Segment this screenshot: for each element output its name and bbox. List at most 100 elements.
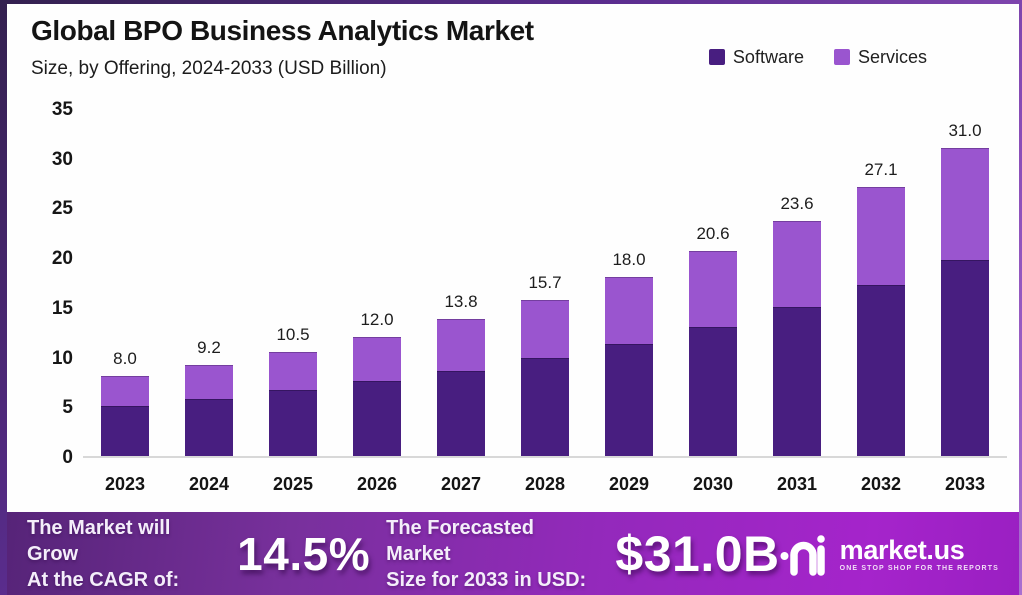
bar-segment-software — [101, 406, 149, 456]
bar-segment-software — [521, 357, 569, 456]
bar-segment-services — [521, 299, 569, 358]
header-text-block: Global BPO Business Analytics Market Siz… — [31, 14, 534, 82]
bar-column-2030: 20.6 — [680, 224, 746, 456]
bar-column-2026: 12.0 — [344, 310, 410, 456]
bar-total-label: 8.0 — [113, 349, 137, 369]
chart-header: Global BPO Business Analytics Market Siz… — [7, 4, 1019, 82]
stacked-bar — [185, 364, 233, 456]
bar-column-2023: 8.0 — [92, 349, 158, 456]
x-axis-labels: 2023 2024 2025 2026 2027 2028 2029 2030 2031 2032… — [83, 458, 1007, 495]
y-tick-label: 5 — [62, 397, 73, 419]
x-axis-label: 2032 — [860, 474, 902, 494]
bar-segment-software — [437, 370, 485, 456]
bar-column-2031: 23.6 — [764, 194, 830, 456]
bar-segment-services — [101, 376, 149, 407]
bar-segment-services — [857, 186, 905, 285]
bar-segment-services — [353, 336, 401, 382]
bar-total-label: 10.5 — [276, 324, 310, 344]
stacked-bar — [857, 186, 905, 456]
stacked-bar — [605, 277, 653, 456]
brand-name: market.us — [839, 534, 965, 565]
bar-total-label: 31.0 — [948, 120, 982, 140]
bar-total-label: 13.8 — [444, 291, 478, 311]
bar-segment-services — [185, 364, 233, 400]
bar-column-2032: 27.1 — [848, 160, 914, 456]
bar-segment-services — [269, 351, 317, 391]
software-swatch-icon — [708, 49, 725, 65]
x-axis-label: 2030 — [692, 474, 734, 494]
chart-area: 0 5 10 15 20 25 30 35 8.0 9.2 10.5 12.0 13.8 15.7 18.… — [7, 99, 1019, 495]
services-swatch-icon — [833, 49, 850, 65]
bar-column-2024: 9.2 — [176, 338, 242, 456]
stacked-bar — [269, 351, 317, 456]
bar-segment-software — [353, 381, 401, 456]
bar-column-2025: 10.5 — [260, 325, 326, 456]
y-tick-label: 10 — [51, 347, 73, 369]
cagr-label: The Market will Grow At the CAGR of: — [27, 515, 219, 593]
legend-item-software: Software — [708, 46, 804, 68]
bar-total-label: 23.6 — [780, 194, 814, 214]
bar-column-2033: 31.0 — [932, 121, 998, 456]
legend-item-services: Services — [833, 46, 927, 68]
bar-segment-services — [605, 277, 653, 344]
bar-segment-software — [605, 343, 653, 456]
chart-title: Global BPO Business Analytics Market — [31, 15, 534, 46]
brand-tagline: ONE STOP SHOP FOR THE REPORTS — [839, 564, 999, 572]
x-axis-label: 2029 — [608, 474, 650, 494]
y-tick-label: 15 — [51, 297, 73, 319]
cagr-label-line2: At the CAGR of: — [27, 568, 180, 591]
bar-total-label: 15.7 — [528, 272, 562, 292]
bar-segment-software — [185, 399, 233, 456]
x-axis-label: 2028 — [524, 474, 566, 494]
footer-banner: The Market will Grow At the CAGR of: 14.… — [7, 512, 1019, 595]
bar-segment-services — [773, 221, 821, 307]
bar-total-label: 20.6 — [696, 224, 730, 244]
bar-segment-software — [773, 306, 821, 456]
stacked-bar — [101, 376, 149, 456]
x-axis-label: 2025 — [272, 474, 314, 494]
bar-segment-services — [437, 318, 485, 371]
x-axis-label: 2026 — [356, 474, 398, 494]
legend-label-software: Software — [732, 46, 804, 67]
cagr-value: 14.5% — [237, 527, 371, 580]
forecast-label-line1: The Forecasted Market — [386, 516, 534, 565]
x-axis-label: 2031 — [776, 474, 818, 494]
bar-segment-software — [857, 284, 905, 456]
bar-total-label: 18.0 — [612, 250, 646, 270]
y-tick-label: 35 — [51, 99, 73, 120]
bar-segment-software — [689, 326, 737, 456]
brand-logo: market.us ONE STOP SHOP FOR THE REPORTS — [780, 531, 1005, 577]
y-tick-label: 25 — [51, 198, 73, 220]
stacked-bar — [941, 147, 989, 456]
chart-card: Global BPO Business Analytics Market Siz… — [7, 4, 1019, 512]
x-axis-label: 2024 — [188, 474, 230, 494]
y-axis: 0 5 10 15 20 25 30 35 — [37, 99, 83, 468]
forecast-label-line2: Size for 2033 in USD: — [386, 568, 587, 591]
y-tick-label: 0 — [62, 447, 73, 468]
x-axis-label: 2027 — [440, 474, 482, 494]
market-us-logo-icon — [780, 534, 825, 576]
stacked-bar — [521, 299, 569, 456]
plot-area: 8.0 9.2 10.5 12.0 13.8 15.7 18.0 20.6 23.6 27.1 31… — [83, 110, 1007, 458]
stacked-bar — [437, 318, 485, 456]
cagr-label-line1: The Market will Grow — [27, 516, 171, 565]
x-axis-label: 2033 — [944, 474, 986, 494]
legend: Software Services — [708, 46, 927, 68]
forecast-label: The Forecasted Market Size for 2033 in U… — [386, 515, 595, 593]
forecast-value: $31.0B — [615, 525, 780, 582]
bar-segment-software — [269, 390, 317, 456]
y-tick-label: 30 — [51, 148, 73, 170]
chart-subtitle: Size, by Offering, 2024-2033 (USD Billio… — [31, 58, 387, 79]
stacked-bar — [353, 336, 401, 456]
x-axis-label: 2023 — [104, 474, 146, 494]
stacked-bar — [689, 251, 737, 456]
bar-segment-software — [941, 260, 989, 456]
y-tick-label: 20 — [51, 248, 73, 270]
bar-column-2028: 15.7 — [512, 273, 578, 456]
stacked-bar — [773, 221, 821, 456]
bar-column-2027: 13.8 — [428, 292, 494, 456]
bar-segment-services — [689, 251, 737, 327]
bar-total-label: 12.0 — [360, 309, 394, 329]
bar-total-label: 9.2 — [197, 337, 221, 357]
